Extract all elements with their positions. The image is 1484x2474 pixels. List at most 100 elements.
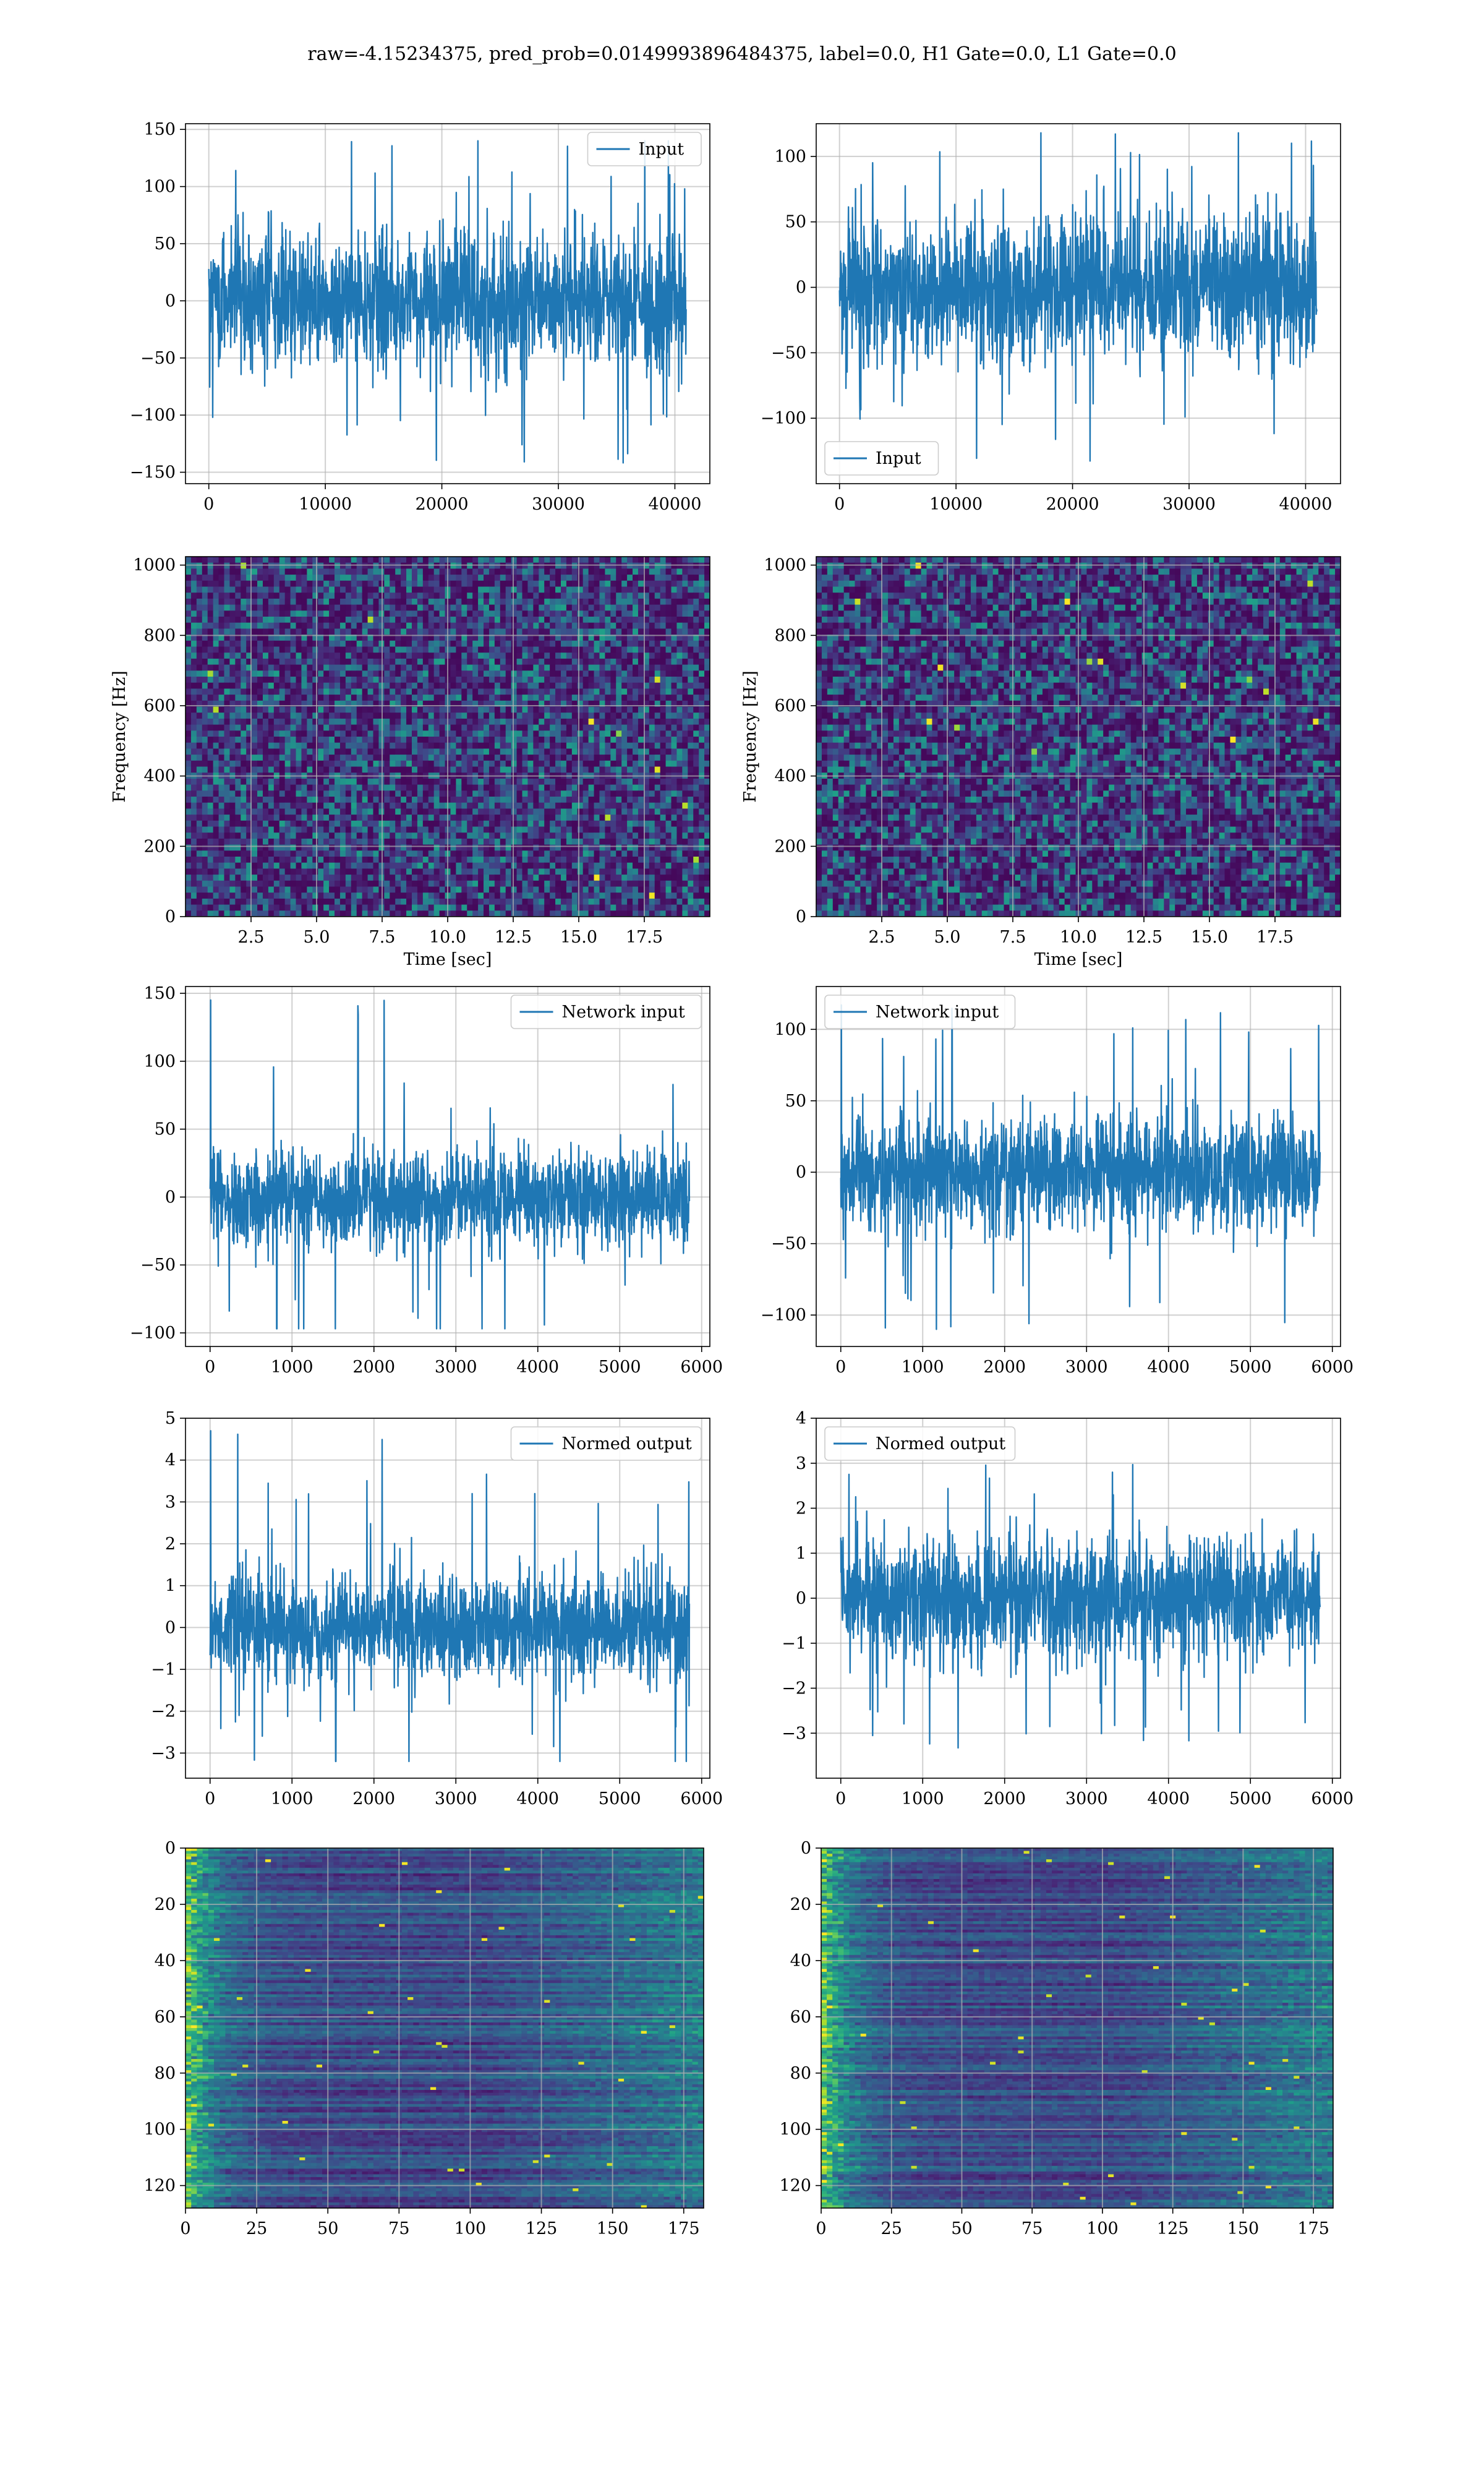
heatmap-cell	[605, 593, 611, 599]
heatmap-cell	[190, 844, 197, 851]
heatmap-cell	[638, 598, 644, 606]
heatmap-cell	[323, 640, 330, 648]
heatmap-cell	[284, 670, 291, 677]
heatmap-cell	[290, 760, 297, 768]
heatmap-cell	[511, 742, 518, 749]
heatmap-cell	[241, 815, 247, 821]
heatmap-cell	[467, 718, 473, 726]
heatmap-cell	[229, 688, 236, 695]
heatmap-cell	[395, 718, 401, 726]
heatmap-cell	[699, 653, 705, 659]
heatmap-cell	[356, 568, 363, 575]
heatmap-cell	[213, 557, 220, 563]
heatmap-cell	[544, 646, 550, 653]
heatmap-cell	[621, 755, 628, 761]
heatmap-cell	[594, 737, 600, 743]
heatmap-cell	[488, 808, 495, 815]
heatmap-cell	[500, 742, 506, 749]
heatmap-cell	[704, 653, 710, 659]
heatmap-cell	[312, 755, 318, 761]
heatmap-cell	[428, 713, 435, 719]
heatmap-cell	[351, 617, 357, 623]
heatmap-cell	[367, 742, 374, 749]
heatmap-cell	[390, 557, 396, 563]
heatmap-cell	[439, 797, 446, 803]
heatmap-cell	[511, 688, 518, 695]
heatmap-cell	[190, 695, 197, 701]
heatmap-cell	[616, 604, 622, 611]
heatmap-cell	[494, 586, 501, 593]
heatmap-cell	[599, 670, 605, 677]
heatmap-cell	[676, 653, 683, 659]
heatmap-cell	[588, 808, 595, 815]
heatmap-cell	[290, 658, 297, 666]
heatmap-cell	[511, 593, 518, 599]
heatmap-cell	[610, 724, 616, 731]
heatmap-cell	[527, 790, 534, 797]
heatmap-cell	[207, 622, 214, 629]
heatmap-cell	[555, 604, 561, 611]
heatmap-cell	[665, 778, 672, 785]
heatmap-cell	[527, 688, 534, 695]
heatmap-cell	[190, 593, 197, 599]
heatmap-cell	[356, 575, 363, 581]
heatmap-cell	[560, 706, 567, 713]
heatmap-cell	[505, 670, 512, 677]
heatmap-cell	[296, 695, 302, 701]
heatmap-cell	[428, 748, 435, 755]
heatmap-cell	[395, 688, 401, 695]
heatmap-cell	[605, 682, 611, 689]
heatmap-cell	[246, 604, 252, 611]
heatmap-cell	[417, 664, 424, 671]
heatmap-cell	[472, 820, 479, 828]
heatmap-cell	[649, 826, 655, 833]
heatmap-cell	[335, 815, 341, 821]
heatmap-cell	[186, 766, 192, 773]
heatmap-cell	[318, 557, 324, 563]
heatmap-cell	[196, 682, 203, 689]
heatmap-cell	[284, 664, 291, 671]
heatmap-cell	[401, 557, 407, 563]
heatmap-cell	[190, 575, 197, 581]
heatmap-cell	[450, 862, 456, 869]
heatmap-cell	[351, 784, 357, 791]
heatmap-cell	[218, 778, 225, 785]
heatmap-cell	[488, 820, 495, 828]
heatmap-cell	[284, 833, 291, 839]
heatmap-cell	[555, 760, 561, 768]
heatmap-cell	[522, 617, 529, 623]
heatmap-cell	[533, 766, 539, 773]
heatmap-cell	[605, 713, 611, 719]
heatmap-cell	[467, 737, 473, 743]
heatmap-cell	[339, 713, 346, 719]
heatmap-cell	[273, 797, 280, 803]
heatmap-cell	[279, 604, 286, 611]
heatmap-cell	[633, 857, 639, 863]
heatmap-cell	[500, 593, 506, 599]
heatmap-cell	[676, 706, 683, 713]
heatmap-cell	[186, 664, 192, 671]
heatmap-cell	[571, 820, 578, 828]
heatmap-cell	[643, 755, 650, 761]
heatmap-cell	[301, 820, 307, 828]
heatmap-cell	[654, 737, 661, 743]
heatmap-cell	[339, 593, 346, 599]
heatmap-cell	[401, 700, 407, 708]
heatmap-cell	[235, 695, 241, 701]
heatmap-cell	[461, 700, 467, 708]
heatmap-cell	[307, 797, 313, 803]
heatmap-cell	[654, 820, 661, 828]
series-line	[838, 132, 1318, 462]
heatmap-cell	[594, 604, 600, 611]
heatmap-cell	[588, 670, 595, 677]
heatmap-cell	[605, 646, 611, 653]
heatmap-cell	[461, 580, 467, 588]
heatmap-cell	[406, 682, 412, 689]
heatmap-cell	[246, 610, 252, 617]
heatmap-cell	[627, 790, 633, 797]
heatmap-cell	[207, 724, 214, 731]
heatmap-cell	[213, 797, 220, 803]
heatmap-cell	[671, 695, 678, 701]
heatmap-cell	[284, 862, 291, 869]
heatmap-cell	[533, 635, 539, 641]
